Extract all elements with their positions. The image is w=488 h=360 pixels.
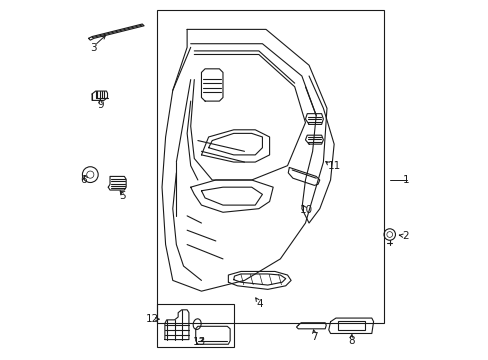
Text: 4: 4 (256, 299, 263, 309)
Text: 8: 8 (347, 336, 354, 346)
Text: 11: 11 (327, 161, 340, 171)
Text: 7: 7 (310, 332, 317, 342)
Text: 1: 1 (403, 175, 409, 185)
Text: 10: 10 (299, 206, 312, 216)
Text: 3: 3 (90, 43, 96, 53)
Bar (156, 10, 384, 323)
Text: 2: 2 (401, 231, 407, 240)
Text: 6: 6 (81, 175, 87, 185)
Bar (156, 304, 233, 347)
Text: 5: 5 (119, 192, 125, 202)
Bar (337, 321, 364, 330)
Text: 12: 12 (145, 314, 158, 324)
Text: 13: 13 (193, 337, 206, 347)
Text: 9: 9 (97, 100, 103, 110)
